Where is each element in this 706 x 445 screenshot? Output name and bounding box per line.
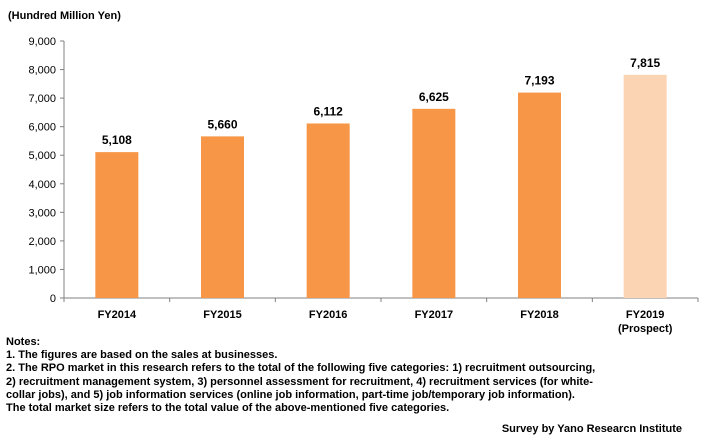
y-tick-label: 2,000 (28, 236, 56, 248)
data-label: 5,660 (207, 117, 237, 131)
note-line: 2. The RPO market in this research refer… (6, 362, 596, 375)
y-tick-label: 0 (50, 293, 56, 305)
data-label: 6,625 (419, 90, 449, 104)
y-tick-label: 6,000 (28, 122, 56, 134)
y-tick-label: 8,000 (28, 65, 56, 77)
notes-title: Notes: (6, 336, 41, 348)
x-tick-label: FY2016 (309, 309, 348, 321)
x-tick-sublabel: (Prospect) (618, 323, 673, 335)
bar (306, 123, 350, 298)
y-tick-label: 1,000 (28, 264, 56, 276)
note-line: The total market size refers to the tota… (6, 402, 450, 415)
x-tick-label: FY2014 (98, 309, 137, 321)
data-label: 7,815 (630, 56, 660, 70)
note-line: 1. The figures are based on the sales at… (6, 349, 278, 362)
y-tick-label: 7,000 (28, 93, 56, 105)
y-tick-label: 9,000 (28, 36, 56, 48)
note-line: collar jobs), and 5) job information ser… (6, 388, 575, 401)
bar (95, 152, 139, 298)
bar (623, 74, 667, 298)
bar (412, 108, 456, 298)
x-tick-label: FY2018 (520, 309, 559, 321)
data-label: 5,108 (102, 133, 132, 147)
y-tick-label: 4,000 (28, 179, 56, 191)
notes: Notes: 1. The figures are based on the s… (6, 336, 696, 415)
note-line: 2) recruitment management system, 3) per… (6, 375, 593, 388)
x-tick-label: FY2019 (626, 309, 665, 321)
bar-chart: 0 1,000 2,000 3,000 4,000 5,000 6,000 7,000 8,00… (28, 36, 699, 335)
data-label: 6,112 (313, 104, 343, 118)
y-axis-unit-label: (Hundred Million Yen) (8, 10, 121, 22)
bar (201, 136, 244, 298)
x-tick-label: FY2017 (415, 309, 454, 321)
source-credit: Survey by Yano Researcn Institute (501, 423, 682, 435)
bar (518, 92, 561, 299)
y-tick-label: 3,000 (28, 207, 56, 219)
data-label: 7,193 (524, 74, 554, 88)
x-tick-label: FY2015 (203, 309, 242, 321)
y-tick-label: 5,000 (28, 150, 56, 162)
